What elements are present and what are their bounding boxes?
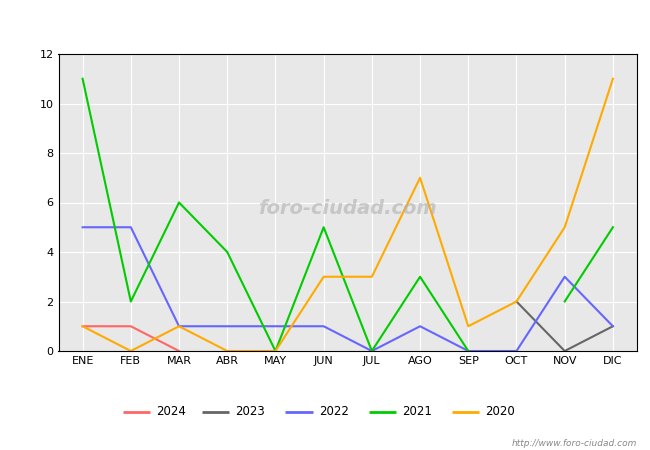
2021 <box>224 249 231 255</box>
2022 <box>320 324 328 329</box>
2022 <box>561 274 569 279</box>
Text: foro-ciudad.com: foro-ciudad.com <box>259 199 437 218</box>
2020 <box>561 225 569 230</box>
2020 <box>224 348 231 354</box>
Line: 2020: 2020 <box>83 79 613 351</box>
2020 <box>513 299 521 304</box>
2024 <box>127 324 135 329</box>
2021 <box>464 348 472 354</box>
2022 <box>513 348 521 354</box>
2020 <box>464 324 472 329</box>
2023 <box>609 324 617 329</box>
2021 <box>175 200 183 205</box>
2021 <box>416 274 424 279</box>
2020 <box>368 274 376 279</box>
2021 <box>368 348 376 354</box>
Text: 2021: 2021 <box>402 405 432 418</box>
Line: 2024: 2024 <box>83 326 179 351</box>
Text: 2023: 2023 <box>235 405 265 418</box>
2020 <box>175 324 183 329</box>
Line: 2021: 2021 <box>83 79 468 351</box>
Text: 2024: 2024 <box>157 405 187 418</box>
Line: 2023: 2023 <box>517 302 613 351</box>
2023 <box>513 299 521 304</box>
2020 <box>320 274 328 279</box>
2022 <box>368 348 376 354</box>
Text: 2020: 2020 <box>485 405 515 418</box>
Text: http://www.foro-ciudad.com: http://www.foro-ciudad.com <box>512 439 637 448</box>
2020 <box>416 175 424 180</box>
2020 <box>609 76 617 81</box>
2024 <box>175 348 183 354</box>
Text: 2022: 2022 <box>318 405 348 418</box>
2022 <box>464 348 472 354</box>
2020 <box>127 348 135 354</box>
2022 <box>272 324 280 329</box>
2022 <box>79 225 86 230</box>
2022 <box>175 324 183 329</box>
2021 <box>127 299 135 304</box>
2021 <box>79 76 86 81</box>
2022 <box>609 324 617 329</box>
2024 <box>79 324 86 329</box>
Line: 2022: 2022 <box>83 227 613 351</box>
2021 <box>320 225 328 230</box>
2022 <box>127 225 135 230</box>
2021 <box>272 348 280 354</box>
Text: Matriculaciones de Vehiculos en Los Barrios de Bureba: Matriculaciones de Vehiculos en Los Barr… <box>125 16 525 31</box>
2020 <box>79 324 86 329</box>
2020 <box>272 348 280 354</box>
2023 <box>561 348 569 354</box>
2022 <box>224 324 231 329</box>
2022 <box>416 324 424 329</box>
